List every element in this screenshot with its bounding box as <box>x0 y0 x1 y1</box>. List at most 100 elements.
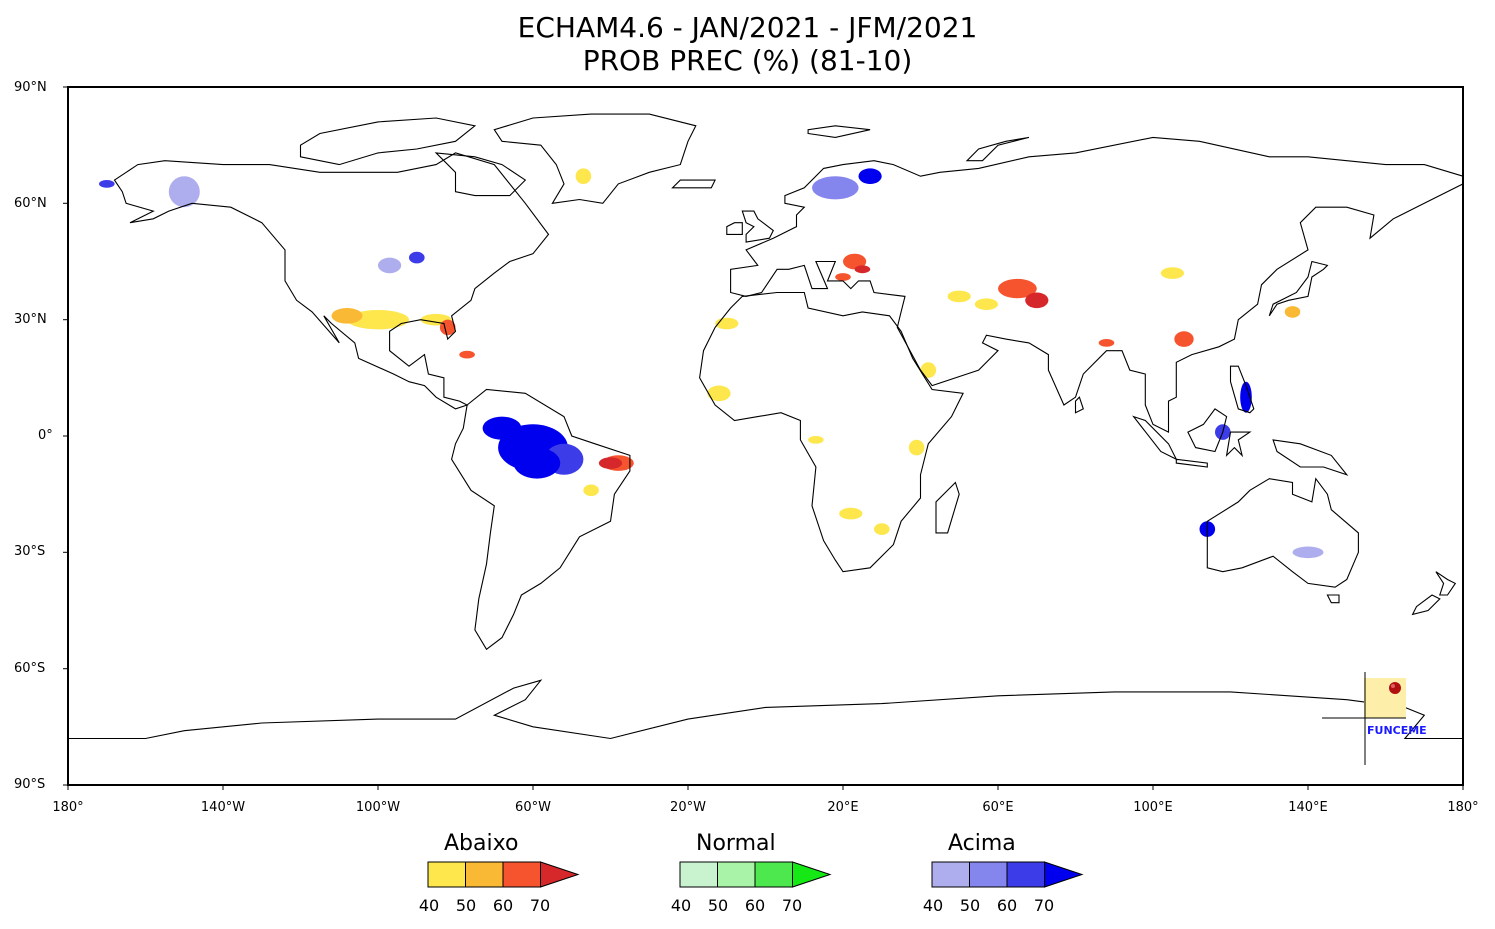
legend-arrow <box>792 861 832 888</box>
coast-new-zealand-north <box>1435 571 1457 596</box>
coast-madagascar <box>935 481 960 534</box>
legend-arrow <box>540 861 580 888</box>
shade-acima <box>378 257 402 274</box>
coast-sulawesi <box>1225 431 1252 458</box>
shade-abaixo <box>598 457 623 469</box>
coast-novaya-zemlya <box>965 136 1030 162</box>
shade-acima <box>1240 381 1252 413</box>
shade-abaixo <box>839 507 863 520</box>
coast-borneo <box>1187 408 1228 453</box>
funceme-logo-icon <box>1322 672 1406 765</box>
shade-abaixo <box>854 265 871 274</box>
coast-svalbard <box>807 125 871 138</box>
lat-label-30s: 30°S <box>14 544 46 559</box>
legend-tick: 40 <box>670 896 692 915</box>
lon-label-20e: 20°E <box>827 800 859 815</box>
legend-swatch <box>679 861 718 888</box>
lon-label-140w: 140°W <box>200 800 246 815</box>
funceme-logo-text: FUNCEME <box>1367 724 1427 737</box>
legend-title-acima: Acima <box>948 831 1016 856</box>
coast-new-zealand-south <box>1411 594 1441 616</box>
shade-acima <box>858 168 882 184</box>
legend-tick: 60 <box>996 896 1018 915</box>
coast-java <box>1175 458 1208 468</box>
legend-swatch <box>427 861 466 888</box>
probability-shading <box>99 168 1324 559</box>
lat-label-90s: 90°S <box>14 777 46 792</box>
legend-tick: 50 <box>455 896 477 915</box>
shade-abaixo <box>1174 331 1194 347</box>
coast-eurasia <box>730 136 1464 433</box>
shade-acima <box>1292 546 1324 559</box>
legend-tick: 60 <box>492 896 514 915</box>
shade-abaixo <box>874 523 890 535</box>
lon-label-140e: 140°E <box>1288 800 1328 815</box>
legend-swatch <box>502 861 541 888</box>
coast-new-guinea <box>1272 439 1349 476</box>
coast-south-america <box>451 388 631 651</box>
legend-swatch <box>969 861 1008 888</box>
shade-acima <box>482 416 522 440</box>
legend-tick: 70 <box>1033 896 1055 915</box>
shade-acima <box>812 176 859 200</box>
legend-tick: 50 <box>707 896 729 915</box>
chart-title: ECHAM4.6 - JAN/2021 - JFM/2021 <box>517 11 978 44</box>
shade-abaixo <box>974 298 999 311</box>
coast-japan <box>1268 260 1329 317</box>
shade-abaixo <box>908 439 925 456</box>
legend-tick: 40 <box>418 896 440 915</box>
shade-abaixo <box>1098 339 1115 347</box>
legend-tick: 40 <box>922 896 944 915</box>
coast-sumatra <box>1132 415 1178 461</box>
coast-ireland <box>726 222 743 235</box>
chart-subtitle: PROB PREC (%) (81-10) <box>582 44 913 77</box>
legend-swatch <box>717 861 756 888</box>
lat-label-60n: 60°N <box>14 196 47 211</box>
shade-abaixo <box>707 385 731 402</box>
coast-sri-lanka <box>1074 396 1084 414</box>
lon-label-100e: 100°E <box>1133 800 1173 815</box>
legend-swatch <box>465 861 504 888</box>
coast-philippines <box>1229 365 1255 414</box>
coast-baffin-island <box>434 152 527 197</box>
coast-australia <box>1206 477 1359 588</box>
coastlines <box>68 113 1464 740</box>
shade-abaixo <box>843 253 867 270</box>
legend-arrow <box>1044 861 1084 888</box>
legend-swatch <box>1006 861 1045 888</box>
coast-canadian-arctic <box>299 117 477 166</box>
legend-tick: 60 <box>744 896 766 915</box>
shade-abaixo <box>998 278 1037 299</box>
axis-ticks <box>63 86 1464 790</box>
shade-acima <box>168 176 200 208</box>
shade-abaixo <box>459 350 475 359</box>
lon-label-180w: 180° <box>52 800 84 815</box>
lon-label-60e: 60°E <box>982 800 1014 815</box>
legend-bars <box>427 861 1084 888</box>
shade-abaixo <box>1025 292 1049 309</box>
lat-label-60s: 60°S <box>14 661 46 676</box>
legend-title-abaixo: Abaixo <box>444 831 519 856</box>
map-frame <box>67 86 1464 786</box>
lat-label-90n: 90°N <box>14 80 47 95</box>
shade-abaixo <box>947 290 971 303</box>
shade-acima <box>99 180 115 188</box>
shade-abaixo <box>583 484 599 497</box>
legend-tick: 50 <box>959 896 981 915</box>
coast-north-america <box>113 152 550 410</box>
shade-acima <box>409 251 425 264</box>
legend-tick: 70 <box>781 896 803 915</box>
shade-acima <box>513 447 561 479</box>
shade-abaixo <box>347 310 409 330</box>
lon-label-60w: 60°W <box>515 800 551 815</box>
legend-tick: 70 <box>529 896 551 915</box>
shade-abaixo <box>920 362 937 378</box>
legend-swatch <box>931 861 970 888</box>
coast-great-britain <box>741 210 774 243</box>
shade-abaixo <box>808 436 824 444</box>
shade-abaixo <box>1160 267 1184 279</box>
coast-greenland <box>493 113 697 205</box>
coast-tasmania <box>1326 594 1340 604</box>
shade-abaixo <box>331 308 363 324</box>
